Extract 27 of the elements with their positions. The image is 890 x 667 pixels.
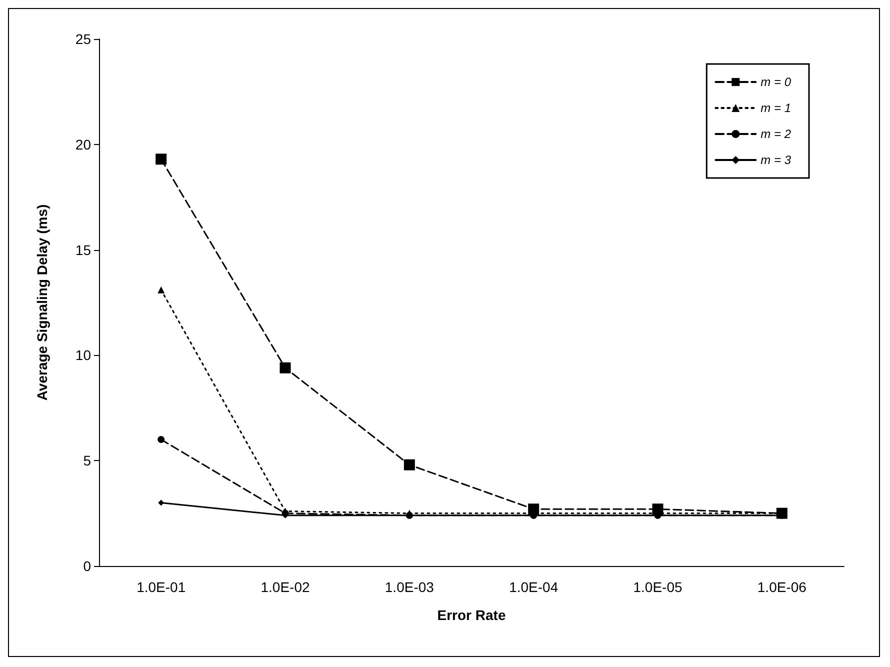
x-tick-label: 1.0E-05: [633, 579, 682, 595]
x-tick-label: 1.0E-04: [509, 579, 558, 595]
point: [156, 154, 167, 165]
point: [652, 504, 664, 515]
x-tick-label: 1.0E-02: [260, 579, 310, 595]
point: [158, 436, 165, 444]
legend-label: m = 2: [760, 127, 792, 141]
legend-label: m = 3: [760, 153, 792, 167]
x-tick-label: 1.0E-01: [136, 579, 186, 595]
point: [528, 504, 540, 515]
point: [406, 510, 413, 517]
x-tick-label: 1.0E-06: [757, 579, 807, 595]
x-axis-title: Error Rate: [437, 607, 506, 623]
y-tick-label: 10: [75, 347, 92, 364]
y-tick-label: 5: [83, 452, 92, 469]
y-tick-label: 20: [75, 136, 92, 152]
y-tick-label: 0: [83, 558, 92, 574]
y-tick-label: 25: [75, 31, 92, 47]
y-tick-label: 15: [75, 242, 92, 258]
legend-label: m = 0: [760, 75, 792, 89]
point: [158, 286, 165, 294]
y-axis-title: Average Signaling Delay (ms): [34, 204, 50, 401]
x-tick-label: 1.0E-03: [384, 579, 434, 595]
point: [404, 459, 415, 470]
point: [158, 500, 164, 506]
point: [280, 362, 291, 374]
legend-label: m = 1: [760, 101, 792, 115]
